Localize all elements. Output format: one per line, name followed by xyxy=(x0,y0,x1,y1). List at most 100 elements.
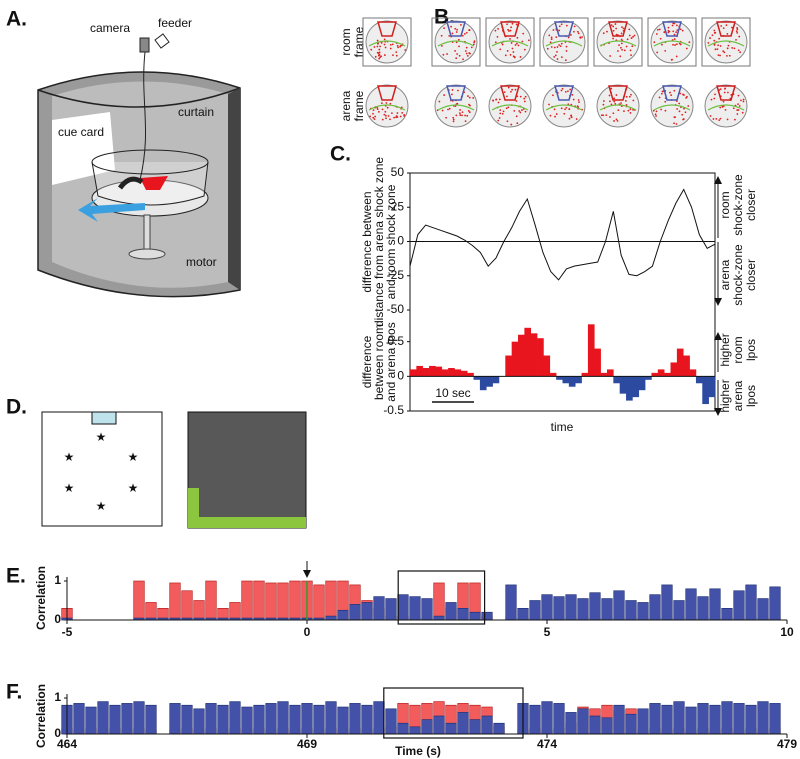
area-segment xyxy=(651,372,659,377)
bar xyxy=(505,584,517,621)
bar xyxy=(337,706,349,735)
y-tick-label: 0 xyxy=(54,726,61,740)
bar xyxy=(205,703,217,735)
area-segment xyxy=(606,369,614,377)
area-segment xyxy=(467,372,474,377)
bar xyxy=(721,607,733,621)
bar xyxy=(565,712,577,735)
bar xyxy=(277,582,289,621)
side-annotation: higher xyxy=(718,379,732,412)
side-annotation: lpos xyxy=(744,339,758,361)
bar xyxy=(757,701,769,735)
bar xyxy=(289,580,301,621)
area-segment xyxy=(600,372,608,377)
bar xyxy=(169,703,181,735)
bar xyxy=(229,701,241,735)
x-tick-label: -5 xyxy=(62,625,73,639)
bar xyxy=(517,607,529,621)
bar xyxy=(757,598,769,621)
side-annotation: lpos xyxy=(744,385,758,407)
bar xyxy=(85,706,97,735)
bar xyxy=(553,596,565,621)
bar xyxy=(397,594,409,621)
bar xyxy=(493,722,505,735)
bar xyxy=(373,596,385,621)
highlight-box xyxy=(383,687,524,739)
bar xyxy=(673,600,685,621)
apparatus-label: motor xyxy=(186,255,217,269)
bar xyxy=(349,604,361,621)
svg-text:★: ★ xyxy=(96,430,107,444)
x-tick-label: 474 xyxy=(537,737,557,751)
area-segment xyxy=(429,365,436,377)
area-segment xyxy=(638,376,646,391)
area-segment xyxy=(479,376,487,391)
area-segment xyxy=(587,324,595,377)
panel-label: A. xyxy=(6,8,27,31)
bar xyxy=(481,611,493,621)
area-segment xyxy=(435,366,443,377)
y-axis-label: Correlation xyxy=(34,566,48,630)
y-tick-label: 1 xyxy=(54,573,61,587)
bar xyxy=(565,594,577,621)
bar xyxy=(541,701,553,735)
area-segment xyxy=(664,372,671,377)
bar xyxy=(601,717,613,735)
svg-text:★: ★ xyxy=(96,499,107,513)
bar xyxy=(325,615,337,621)
y-tick-label: 25 xyxy=(391,199,405,213)
bar xyxy=(433,715,445,735)
x-tick-label: 10 xyxy=(780,625,794,639)
area-segment xyxy=(448,368,455,377)
area-segment xyxy=(556,376,563,380)
bar xyxy=(769,703,781,735)
bar xyxy=(577,708,589,735)
bar xyxy=(721,701,733,735)
side-annotation: arena xyxy=(731,380,745,411)
bar xyxy=(445,722,457,735)
area-segment xyxy=(657,369,665,377)
bar xyxy=(553,703,565,735)
area-segment xyxy=(594,348,601,377)
y-axis-label: difference between xyxy=(360,191,374,292)
bar xyxy=(289,704,301,735)
area-segment xyxy=(670,362,678,377)
bar xyxy=(457,607,469,621)
area-segment xyxy=(613,376,620,384)
panel-label: F. xyxy=(6,681,22,704)
area-segment xyxy=(676,348,684,377)
area-segment xyxy=(473,376,481,380)
bar xyxy=(697,703,709,735)
bar xyxy=(457,712,469,735)
svg-text:★: ★ xyxy=(128,450,139,464)
bar xyxy=(745,704,757,735)
bar xyxy=(325,580,337,621)
arena-maps xyxy=(362,17,751,128)
bar xyxy=(253,704,265,735)
side-annotation: closer xyxy=(744,189,758,221)
bar xyxy=(469,719,481,735)
x-tick-label: 5 xyxy=(544,625,551,639)
bar xyxy=(601,598,613,621)
bar xyxy=(229,602,241,621)
x-tick-label: 469 xyxy=(297,737,317,751)
bar xyxy=(421,598,433,621)
bar xyxy=(709,704,721,735)
y-axis-label: Correlation xyxy=(34,684,48,748)
svg-text:★: ★ xyxy=(64,481,75,495)
bar xyxy=(373,701,385,735)
bar xyxy=(109,704,121,735)
y-tick-label: 0 xyxy=(397,369,404,383)
area-segment xyxy=(454,369,462,377)
y-axis-label: difference xyxy=(360,335,374,388)
row-label: arena xyxy=(339,90,353,121)
x-axis-label: time xyxy=(551,420,574,434)
bar xyxy=(121,703,133,735)
bar xyxy=(433,582,445,621)
bar xyxy=(145,704,157,735)
bar xyxy=(625,713,637,735)
area-segment xyxy=(486,376,493,387)
bar xyxy=(337,609,349,621)
bar xyxy=(181,590,193,621)
